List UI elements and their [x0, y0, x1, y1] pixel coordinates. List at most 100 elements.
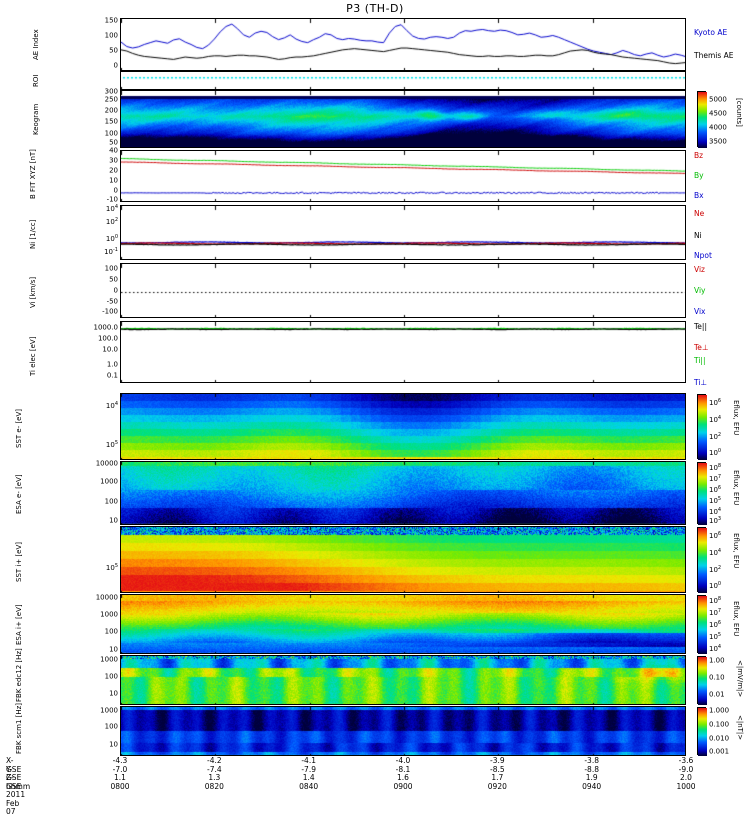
fbk-edc12-yticks: 1000 100 10	[88, 655, 118, 705]
ytick: 10	[109, 176, 118, 185]
ytick: 1000	[100, 477, 118, 486]
cbtick: 104	[709, 506, 722, 517]
ae-index-ylabel: AE Index	[32, 29, 40, 60]
ytick: 200	[104, 106, 118, 115]
roi-plot	[121, 72, 685, 89]
temperature-yticks: 1000.0 100.0 10.0 1.0 0.1	[88, 321, 119, 383]
bfit-plot	[121, 151, 685, 201]
colorbar-fbk-edc12-label: <|mV/m|>	[736, 660, 744, 698]
cbtick: 104	[709, 414, 722, 425]
axis-label-z-gse: Z-GSE	[6, 773, 22, 791]
axis-tick-value: 0840	[299, 781, 319, 791]
axis-tick-value: 1.6	[397, 773, 409, 782]
cbtick: 3500	[709, 137, 727, 146]
cbtick: 100	[709, 447, 722, 458]
panel-fbk-edc12	[120, 655, 686, 705]
ytick: 40	[109, 146, 118, 155]
legend-vix: Vix	[694, 307, 706, 316]
bfit-yticks: 40 30 20 10 0 -10	[88, 146, 118, 203]
ytick: 100.0	[97, 334, 118, 343]
sst-ion-ylabel-text: SST i+ [eV]	[15, 542, 23, 582]
cbtick: 108	[709, 595, 722, 606]
esa-electron-spectrogram	[121, 462, 685, 524]
ytick: 1000.0	[93, 323, 119, 332]
colorbar-esa-electron-label: Eflux, EFU	[732, 470, 740, 506]
colorbar-fbk-scm1-label: <|nT|>	[736, 715, 744, 741]
velocity-plot	[121, 264, 685, 317]
cbtick: 103	[709, 515, 722, 526]
sst-electron-spectrogram	[121, 394, 685, 459]
ytick: 0.1	[106, 371, 118, 380]
fbk-edc12-ylabel-text: FBK edc12 [Hz]	[15, 648, 23, 702]
axis-label-date: 2011 Feb 07	[6, 790, 26, 816]
colorbar-gradient	[698, 657, 707, 705]
ytick: 50	[109, 275, 118, 283]
overview-plot: P3 (TH-D) AE Index 150 100 50 0 Kyoto AE…	[6, 2, 744, 816]
ytick: 300	[104, 87, 118, 96]
cbtick: 106	[709, 397, 722, 408]
legend-ti-perp: Ti⊥	[694, 378, 707, 387]
ytick: 150	[104, 16, 118, 25]
esa-ion-ylabel: ESA i+ [eV]	[15, 602, 23, 648]
colorbar-esa-ion-label: Eflux, EFU	[732, 601, 740, 637]
axis-label-x-gse: X-GSE	[6, 756, 22, 774]
ae-index-yticks: 150 100 50 0	[88, 16, 118, 71]
axis-tick-value: -4.3	[112, 756, 128, 765]
velocity-yticks: 100 50 0 -50 -100	[88, 263, 118, 318]
ytick: 0	[113, 61, 118, 70]
legend-themis-ae: Themis AE	[694, 51, 734, 60]
keogram-ylabel: Keogram	[32, 103, 40, 135]
sst-ion-spectrogram	[121, 527, 685, 592]
esa-ion-ylabel-text: ESA i+ [eV]	[15, 604, 23, 646]
fbk-scm1-ylabel: FBK scm1 [Hz]	[15, 703, 23, 754]
sst-ion-yticks: 105	[88, 526, 118, 593]
cbtick: 107	[709, 607, 722, 618]
ytick: -100	[102, 307, 118, 316]
density-ylabel-text: Ni [1/cc]	[29, 219, 37, 250]
ytick: 10000	[95, 459, 118, 468]
ytick: 100	[104, 627, 118, 636]
sst-electron-ylabel-text: SST e- [eV]	[15, 408, 23, 448]
legend-viz: Viz	[694, 265, 705, 274]
panel-keogram	[120, 90, 686, 148]
legend-te-perp: Te⊥	[694, 343, 709, 352]
ytick: 1000	[100, 655, 118, 664]
colorbar-keogram-label: [counts]	[735, 98, 743, 127]
legend-bx: Bx	[694, 191, 704, 200]
ytick: 100	[104, 129, 118, 137]
ytick: 50	[109, 138, 118, 147]
legend-te-par: Te||	[694, 322, 707, 331]
keogram-yticks: 300 250 200 150 100 50	[88, 87, 118, 148]
ae-index-plot	[121, 19, 685, 70]
axis-tick-value: -3.8	[584, 756, 599, 765]
sst-electron-ylabel: SST e- [eV]	[15, 404, 23, 452]
ytick: 100	[104, 497, 118, 506]
axis-tick-value: -7.4	[207, 764, 222, 774]
axis-tick-value: 1.9	[585, 773, 598, 782]
axis-tick-value: -3.9	[490, 756, 505, 765]
ytick: 10	[109, 516, 118, 525]
colorbar-gradient	[698, 92, 707, 148]
cbtick: 102	[709, 431, 722, 442]
colorbar-gradient	[698, 596, 707, 654]
cbtick: 106	[709, 619, 722, 630]
cbtick: 1.00	[709, 656, 725, 665]
axis-tick-value: 0900	[393, 781, 413, 791]
panel-esa-electron	[120, 461, 686, 525]
ytick: 0	[113, 286, 118, 294]
colorbar-gradient	[698, 395, 707, 460]
bfit-ylabel: B FIT XYZ [nT]	[29, 149, 37, 199]
fbk-scm1-ylabel-text: FBK scm1 [Hz]	[15, 702, 23, 754]
keogram-plot	[121, 91, 685, 147]
axis-tick-value: -8.8	[584, 764, 599, 774]
panel-velocity	[120, 263, 686, 318]
temperature-ylabel-text: Ti elec [eV]	[29, 336, 37, 376]
legend-bz: Bz	[694, 151, 704, 160]
colorbar-sst-electron	[697, 394, 707, 460]
legend-by: By	[694, 171, 704, 180]
ytick: 104	[105, 204, 118, 214]
colorbar-sst-electron-label: Eflux, EFU	[732, 400, 740, 436]
cbtick: 102	[709, 564, 722, 575]
legend-ni: Ni	[694, 231, 702, 240]
fbk-edc12-spectrogram	[121, 656, 685, 704]
